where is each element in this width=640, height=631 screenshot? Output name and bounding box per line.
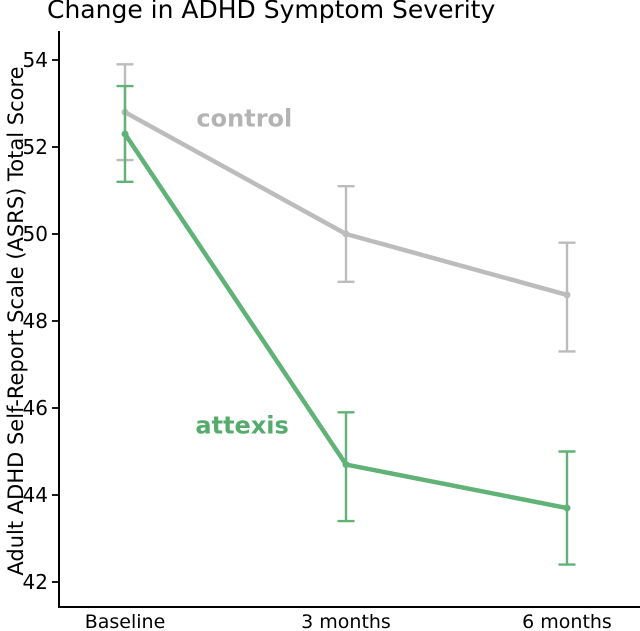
y-tick-label-46: 46 [23, 396, 48, 420]
y-tick-label-48: 48 [23, 309, 48, 333]
y-tick-label-50: 50 [23, 222, 48, 246]
x-tick-label-0: Baseline [85, 611, 166, 631]
y-tick-label-42: 42 [23, 570, 48, 594]
y-tick-label-52: 52 [23, 135, 48, 159]
control-point-1 [342, 230, 350, 238]
x-tick-label-2: 6 months [522, 611, 612, 631]
attexis-point-0 [121, 130, 129, 138]
attexis-point-2 [563, 504, 571, 512]
attexis-point-1 [342, 461, 350, 469]
y-axis-label: Adult ADHD Self-Report Scale (ASRS) Tota… [4, 66, 28, 576]
control-point-2 [563, 291, 571, 299]
chart-title: Change in ADHD Symptom Severity [47, 0, 496, 24]
y-tick-label-44: 44 [23, 483, 48, 507]
attexis-series-label: attexis [195, 411, 288, 439]
y-tick-label-54: 54 [23, 48, 48, 72]
control-series-label: control [196, 105, 292, 133]
x-tick-label-1: 3 months [301, 611, 391, 631]
